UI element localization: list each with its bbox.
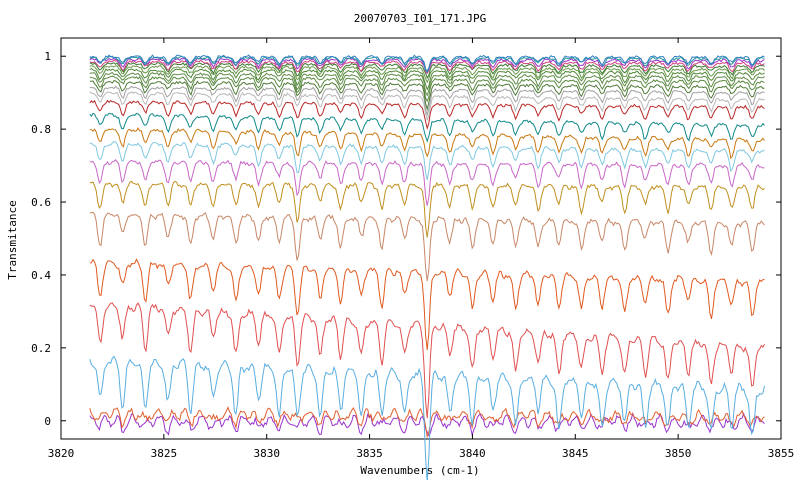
x-axis: 3820 3825 3830 3835 3840 3845 3850 3855	[48, 38, 795, 460]
spectrum-series-line	[89, 80, 765, 112]
x-tick-label: 3825	[151, 447, 178, 460]
y-tick-label: 0.8	[31, 123, 51, 136]
spectrum-series-line	[89, 140, 765, 181]
spectrum-series-line	[89, 302, 765, 419]
spectrum-series-line	[89, 180, 765, 238]
y-tick-label: 0.2	[31, 342, 51, 355]
x-axis-label: Wavenumbers (cm-1)	[360, 464, 479, 477]
spectrum-series-line	[89, 127, 765, 160]
spectrum-series-line	[89, 406, 765, 439]
spectrum-series-line	[89, 112, 765, 143]
series-layer	[89, 54, 765, 480]
spectrum-series-line	[89, 411, 765, 437]
spectrum-series-line	[89, 355, 765, 480]
y-axis: 0 0.2 0.4 0.6 0.8 1	[31, 50, 781, 428]
y-axis-label: Transmitance	[6, 200, 19, 279]
x-tick-label: 3850	[665, 447, 692, 460]
spectrum-series-line	[89, 75, 765, 103]
spectrum-series-line	[89, 62, 765, 80]
spectrum-series-line	[89, 91, 765, 122]
y-tick-label: 0.4	[31, 269, 51, 282]
chart-title: 20070703_I01_171.JPG	[354, 12, 486, 25]
x-tick-label: 3820	[48, 447, 75, 460]
x-tick-label: 3845	[562, 447, 589, 460]
spectrum-series-line	[89, 54, 765, 74]
spectrum-series-line	[89, 99, 765, 131]
spectrum-series-line	[89, 55, 765, 72]
spectrum-series-line	[89, 67, 765, 91]
spectrum-series-line	[89, 258, 765, 351]
spectrum-series-line	[89, 159, 765, 206]
spectrum-series-line	[89, 59, 765, 75]
spectrum-series-line	[89, 71, 765, 97]
y-tick-label: 0	[44, 415, 51, 428]
y-tick-label: 1	[44, 50, 51, 63]
x-tick-label: 3835	[356, 447, 383, 460]
spectrum-series-line	[89, 65, 765, 84]
x-tick-label: 3840	[459, 447, 486, 460]
spectrum-series-line	[89, 85, 765, 117]
spectrum-series-line	[89, 211, 765, 282]
x-tick-label: 3830	[253, 447, 280, 460]
y-tick-label: 0.6	[31, 196, 51, 209]
x-tick-label: 3855	[768, 447, 795, 460]
plot-frame	[60, 37, 782, 440]
